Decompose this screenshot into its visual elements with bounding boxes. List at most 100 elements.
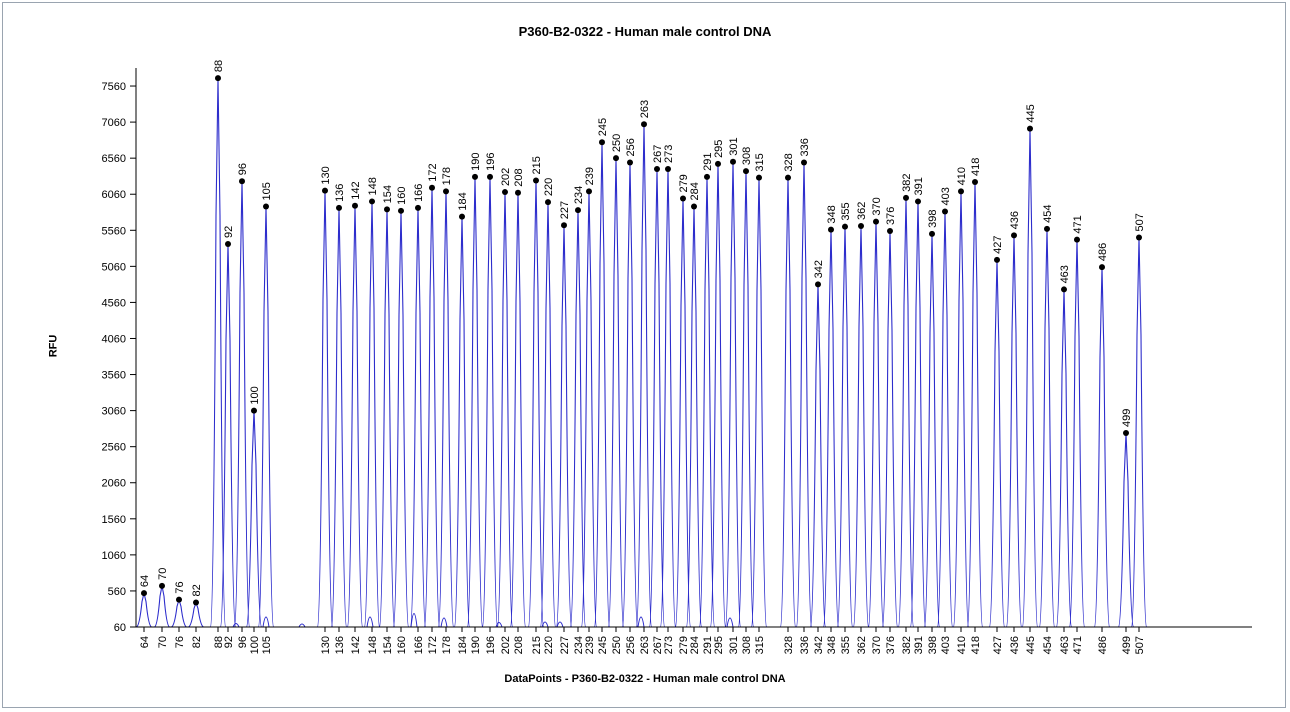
peak-label: 190	[470, 153, 482, 171]
x-tick-label: 70	[157, 636, 169, 648]
trace-artefact	[232, 623, 240, 628]
peak-marker	[730, 158, 736, 165]
peak-marker	[903, 194, 909, 201]
peak-label: 256	[625, 138, 637, 156]
peak-label: 136	[334, 184, 346, 202]
y-tick-label: 7560	[102, 81, 126, 93]
peak-marker	[801, 159, 807, 166]
y-tick-label: 7060	[102, 117, 126, 129]
peak-marker	[599, 139, 605, 146]
x-tick-label: 105	[261, 636, 273, 654]
peak-label: 376	[885, 207, 897, 225]
peak-label: 362	[856, 202, 868, 220]
peak-marker	[785, 174, 791, 181]
y-tick-label: 60	[114, 622, 126, 634]
peak-marker	[680, 195, 686, 202]
peak-marker	[1099, 264, 1105, 271]
peak-label: 92	[223, 226, 235, 238]
trace-artefact	[556, 621, 564, 628]
x-tick-label: 148	[367, 636, 379, 654]
peak-marker	[858, 222, 864, 229]
trace-artefact	[262, 616, 270, 628]
peak-label: 178	[441, 167, 453, 185]
peak-marker	[533, 177, 539, 184]
peak-marker	[929, 230, 935, 237]
peak-marker	[1044, 225, 1050, 232]
x-axis-title: DataPoints - P360-B2-0322 - Human male c…	[504, 673, 786, 685]
peak-marker	[842, 223, 848, 230]
peak-marker	[942, 208, 948, 215]
peak-label: 342	[813, 260, 825, 278]
peak-marker	[322, 187, 328, 194]
peak-label: 308	[741, 147, 753, 165]
peak-label: 273	[663, 145, 675, 163]
peak-label: 279	[678, 174, 690, 192]
peak-marker	[263, 203, 269, 210]
peak-label: 202	[500, 168, 512, 186]
x-tick-label: 436	[1009, 636, 1021, 654]
peak-label: 70	[157, 568, 169, 580]
peak-marker	[828, 226, 834, 233]
peak-marker	[1136, 234, 1142, 241]
peak-label: 172	[427, 163, 439, 181]
peak-marker	[1011, 232, 1017, 239]
x-tick-label: 284	[689, 636, 701, 654]
x-tick-label: 227	[559, 636, 571, 654]
peak-label: 499	[1121, 409, 1133, 427]
peak-label: 100	[249, 386, 261, 404]
peak-marker	[613, 155, 619, 162]
y-tick-label: 4560	[102, 297, 126, 309]
peak-marker	[627, 159, 633, 166]
peak-label: 215	[531, 156, 543, 174]
peak-marker	[443, 188, 449, 195]
peak-marker	[715, 160, 721, 167]
peak-label: 148	[367, 177, 379, 195]
trace-artefact	[366, 616, 374, 628]
peak-label: 250	[611, 134, 623, 152]
peak-label: 220	[543, 178, 555, 196]
peak-marker	[159, 582, 165, 589]
peak-label: 142	[350, 181, 362, 199]
peak-marker	[251, 407, 257, 414]
peak-marker	[1061, 286, 1067, 293]
peak-label: 267	[652, 145, 664, 163]
trace-artefact	[541, 621, 549, 628]
peak-label: 336	[799, 138, 811, 156]
peak-label: 410	[956, 167, 968, 185]
x-tick-label: 499	[1121, 636, 1133, 654]
x-tick-label: 142	[350, 636, 362, 654]
peak-label: 76	[174, 581, 186, 593]
peak-marker	[887, 228, 893, 235]
trace-artefact	[637, 616, 645, 628]
x-tick-label: 267	[652, 636, 664, 654]
x-tick-label: 215	[531, 636, 543, 654]
peak-marker	[815, 281, 821, 288]
trace-artefact	[298, 623, 306, 628]
y-tick-label: 560	[108, 586, 126, 598]
x-tick-label: 136	[334, 636, 346, 654]
peak-label: 454	[1042, 204, 1054, 222]
peak-marker	[472, 173, 478, 180]
peak-marker	[369, 198, 375, 205]
peak-marker	[994, 256, 1000, 263]
peak-marker	[704, 173, 710, 180]
peak-marker	[429, 184, 435, 191]
x-tick-label: 172	[427, 636, 439, 654]
y-tick-label: 6060	[102, 189, 126, 201]
peak-label: 130	[320, 166, 332, 184]
y-tick-label: 1560	[102, 514, 126, 526]
peak-marker	[487, 173, 493, 180]
x-tick-label: 196	[485, 636, 497, 654]
x-tick-label: 315	[754, 636, 766, 654]
chart-title: P360-B2-0322 - Human male control DNA	[518, 24, 772, 39]
x-tick-label: 234	[573, 636, 585, 654]
x-tick-label: 263	[639, 636, 651, 654]
peak-marker	[398, 207, 404, 214]
x-tick-label: 96	[237, 636, 249, 648]
peak-label: 284	[689, 182, 701, 200]
x-tick-label: 507	[1134, 636, 1146, 654]
x-tick-label: 220	[543, 636, 555, 654]
peak-marker	[1074, 236, 1080, 243]
peak-marker	[743, 168, 749, 175]
